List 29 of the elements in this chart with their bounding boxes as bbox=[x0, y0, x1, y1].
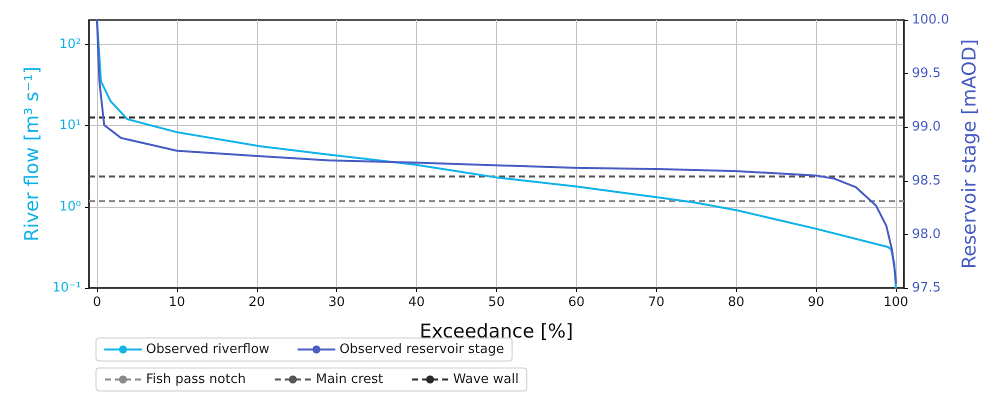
y2-tick-label: 99.0 bbox=[912, 120, 941, 135]
x-tick-label: 70 bbox=[648, 295, 664, 310]
legend-label: Main crest bbox=[316, 372, 384, 387]
x-tick-label: 100 bbox=[883, 295, 908, 310]
x-tick-label: 10 bbox=[168, 295, 186, 310]
legend-label: Observed reservoir stage bbox=[339, 342, 504, 357]
y-axis-title: River flow [m³ s⁻¹] bbox=[20, 66, 43, 242]
y-tick-label: 10¹ bbox=[59, 118, 81, 134]
legend-label: Observed riverflow bbox=[146, 342, 270, 357]
y2-tick-label: 99.5 bbox=[912, 66, 941, 82]
x-axis-title: Exceedance [%] bbox=[420, 320, 574, 342]
x-tick-label: 0 bbox=[92, 295, 102, 310]
y-tick-label: 10⁻¹ bbox=[52, 280, 81, 296]
x-tick-label: 20 bbox=[248, 295, 266, 310]
y2-tick-label: 98.0 bbox=[912, 226, 941, 242]
y-tick-label: 10⁰ bbox=[59, 199, 81, 214]
x-tick-label: 90 bbox=[808, 295, 824, 310]
y2-axis-title: Reservoir stage [mAOD] bbox=[958, 39, 980, 269]
x-tick-label: 30 bbox=[328, 295, 345, 310]
legend-label: Wave wall bbox=[453, 372, 519, 387]
x-tick-label: 60 bbox=[568, 295, 585, 310]
y-tick-label: 10² bbox=[59, 36, 81, 52]
x-tick-label: 40 bbox=[408, 295, 425, 310]
y2-tick-label: 100.0 bbox=[912, 12, 950, 28]
x-tick-label: 50 bbox=[488, 295, 505, 310]
y2-tick-label: 98.5 bbox=[912, 173, 941, 188]
y2-tick-label: 97.5 bbox=[912, 280, 941, 296]
x-tick-label: 80 bbox=[728, 295, 744, 310]
legend-label: Fish pass notch bbox=[146, 372, 246, 387]
